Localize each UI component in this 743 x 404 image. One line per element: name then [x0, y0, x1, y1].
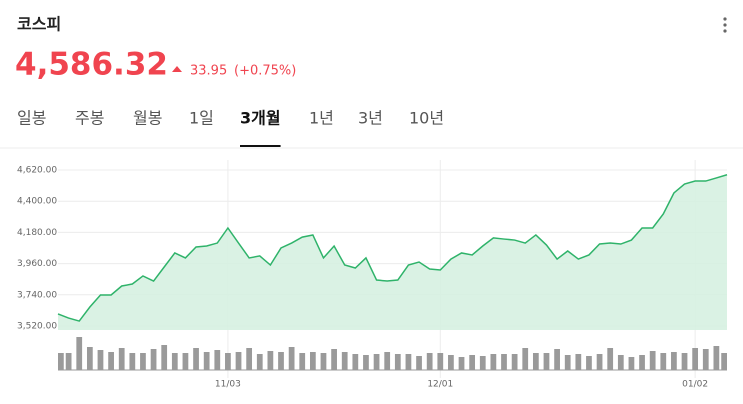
volume-bar	[490, 354, 497, 370]
y-tick-label: 3,520.00	[17, 322, 57, 332]
y-tick-label: 3,960.00	[17, 259, 57, 269]
menu[interactable]	[723, 17, 727, 33]
volume-bar	[246, 348, 253, 370]
volume-bar	[288, 347, 295, 370]
volume-bar	[575, 354, 582, 370]
line	[57, 174, 728, 322]
volume-bar	[681, 353, 688, 370]
volume-bar	[182, 353, 189, 370]
volume-bar	[203, 352, 210, 370]
volume-bar	[140, 353, 146, 370]
volume-bar	[692, 348, 699, 370]
volume-bar	[267, 351, 274, 370]
tab[interactable]: 10년	[409, 109, 444, 128]
volume-bar	[320, 353, 327, 370]
tabs: 일봉 주봉 월봉 1일 3개월 1년 3년 10년	[17, 109, 444, 147]
price: 4,586.32	[15, 47, 168, 83]
volume-bar	[501, 354, 507, 370]
volume-bar	[352, 354, 359, 370]
volume-bar	[299, 353, 306, 370]
volume-bar	[225, 353, 231, 370]
volume-bar	[341, 352, 348, 370]
volume-bar	[713, 346, 720, 370]
volume-bar	[97, 350, 104, 370]
x-tick-label: 12/01	[427, 380, 453, 390]
volume-bar	[554, 349, 560, 370]
volume-bar	[448, 355, 454, 370]
volume-bar	[214, 350, 221, 370]
volume-bar	[129, 353, 136, 370]
volume-bar	[479, 356, 486, 370]
chart: 3,520.00 3,740.00 3,960.00 4,180.00 4,400.00…	[17, 160, 728, 390]
volume-bar	[416, 356, 422, 370]
volume-bar	[373, 354, 380, 370]
tab[interactable]: 3년	[358, 109, 383, 128]
y-tick-label: 4,620.00	[17, 166, 57, 176]
tab[interactable]: 일봉	[17, 109, 46, 128]
volume-bar	[193, 348, 199, 370]
y-tick-label: 4,180.00	[17, 228, 57, 238]
volume-bar	[76, 337, 83, 370]
volume-bar	[660, 353, 667, 370]
volume-bar	[108, 352, 114, 370]
volume-bar	[171, 353, 178, 370]
volume-bar	[331, 349, 337, 370]
volume-bar	[394, 354, 401, 370]
volume-bar	[522, 348, 529, 370]
area	[58, 174, 727, 330]
volume-bar	[671, 352, 677, 370]
up-arrow	[172, 66, 182, 72]
volume-bar	[58, 353, 64, 370]
volume-bar	[150, 349, 157, 370]
tab[interactable]: 월봉	[133, 109, 162, 128]
volume-bar	[384, 352, 391, 370]
volume-bar	[458, 357, 465, 370]
volume-bar	[278, 352, 284, 370]
volume-bar	[405, 354, 412, 370]
tab[interactable]: 3개월	[240, 109, 281, 128]
volume-bar	[309, 352, 316, 370]
volume-bar	[564, 355, 571, 370]
volume-bar	[65, 353, 72, 370]
volume-bar	[469, 355, 476, 370]
volume-bar	[721, 353, 727, 370]
volume-bar	[617, 355, 624, 370]
volume-bar	[543, 353, 550, 370]
volume-bar	[532, 353, 539, 370]
volume-bar	[649, 351, 656, 370]
volume-bar	[161, 345, 168, 370]
volume-bar	[607, 348, 614, 370]
volume-bar	[511, 354, 518, 370]
volume-bar	[586, 356, 592, 370]
tab[interactable]: 주봉	[75, 109, 104, 128]
x-tick-label: 11/03	[215, 380, 241, 390]
volume-bar	[426, 353, 433, 370]
volume-bar	[86, 347, 93, 370]
volume-bar	[256, 354, 263, 370]
volume-bar	[702, 349, 709, 370]
x-tick-label: 01/02	[682, 380, 708, 390]
volume-bar	[363, 355, 369, 370]
volume-bar	[437, 353, 444, 370]
volume-bar	[628, 357, 635, 370]
change: 33.95	[190, 64, 227, 79]
y-tick-label: 4,400.00	[17, 197, 57, 207]
volume-bar	[235, 352, 242, 370]
y-tick-label: 3,740.00	[17, 290, 57, 300]
volume-bar	[596, 354, 603, 370]
title: 코스피	[17, 15, 61, 34]
volume-bar	[118, 348, 125, 370]
tab[interactable]: 1년	[309, 109, 334, 128]
change-pct: (+0.75%)	[234, 64, 296, 79]
volume-bar	[639, 355, 645, 370]
tab[interactable]: 1일	[189, 109, 214, 128]
